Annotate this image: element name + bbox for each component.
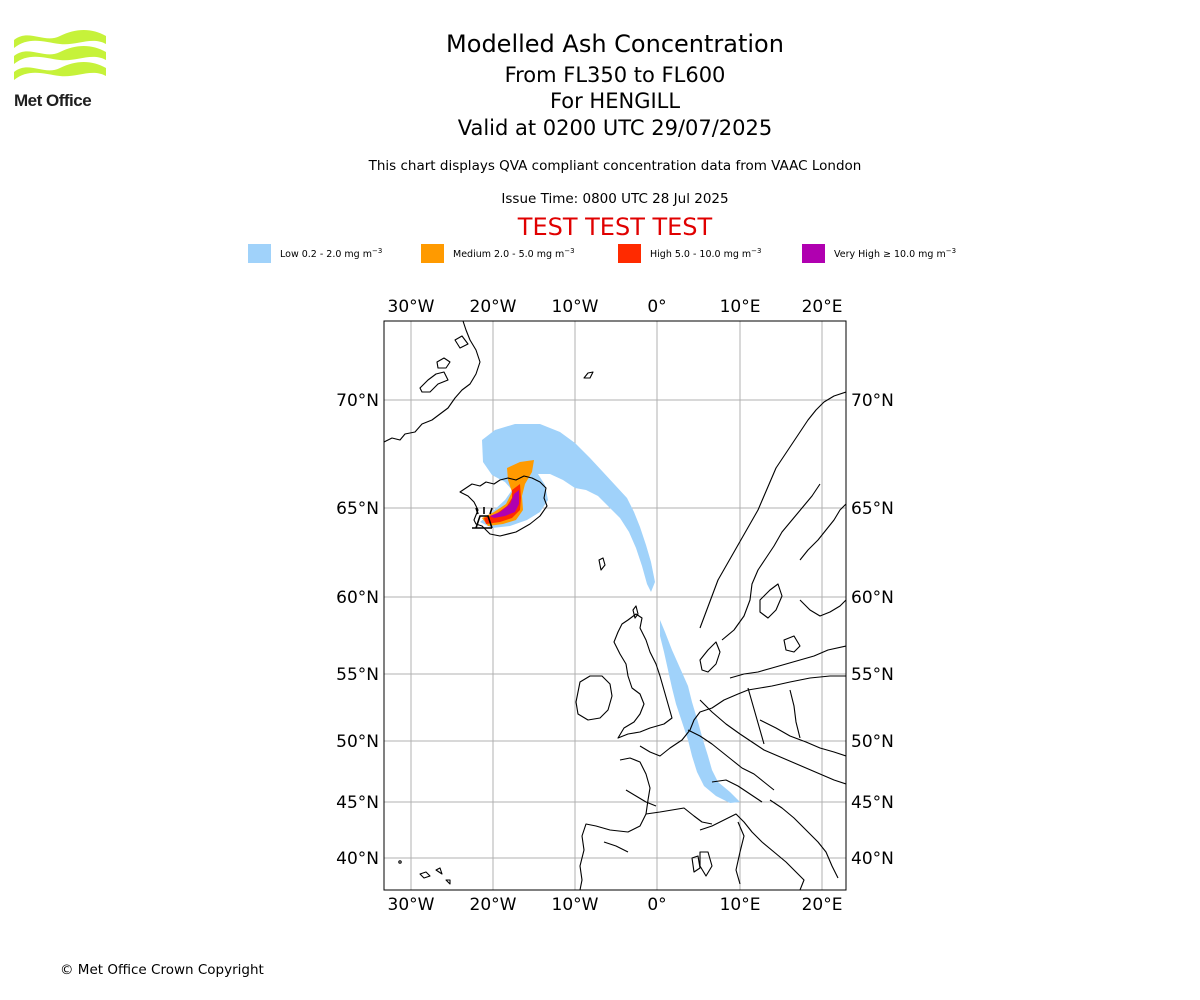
lat-label: 60°N xyxy=(851,588,894,608)
coastlines xyxy=(384,321,846,890)
issue-time: Issue Time: 0800 UTC 28 Jul 2025 xyxy=(501,191,729,207)
met-office-logo: Met Office xyxy=(14,30,106,112)
volcano-name: For HENGILL xyxy=(549,89,681,113)
lat-label: 65°N xyxy=(851,499,894,519)
ash-area-medium xyxy=(482,460,534,526)
logo-text: Met Office xyxy=(14,91,92,110)
lon-label: 0° xyxy=(647,895,666,915)
lat-label: 70°N xyxy=(336,391,379,411)
lon-labels-top: 30°W 20°W 10°W 0° 10°E 20°E xyxy=(388,297,843,317)
map-gridlines xyxy=(384,321,846,890)
lat-label: 55°N xyxy=(336,665,379,685)
lat-label: 50°N xyxy=(336,732,379,752)
lon-label: 0° xyxy=(647,297,666,317)
chart-title: Modelled Ash Concentration xyxy=(446,30,784,58)
lat-label: 40°N xyxy=(336,849,379,869)
lon-label: 10°E xyxy=(720,297,761,317)
lon-label: 20°W xyxy=(470,297,517,317)
lon-label: 10°E xyxy=(720,895,761,915)
map-frame xyxy=(383,320,847,891)
ash-area-low-south xyxy=(660,620,740,803)
ash-area-high xyxy=(484,484,521,524)
hengill-volcano-icon xyxy=(472,507,493,529)
lon-label: 20°W xyxy=(470,895,517,915)
map-background xyxy=(384,321,846,890)
legend-swatch-high xyxy=(618,244,641,263)
lat-label: 60°N xyxy=(336,588,379,608)
lon-label: 20°E xyxy=(802,895,843,915)
valid-time: Valid at 0200 UTC 29/07/2025 xyxy=(457,116,773,140)
lon-label: 10°W xyxy=(552,297,599,317)
test-banner: TEST TEST TEST xyxy=(517,213,713,241)
lon-label: 10°W xyxy=(552,895,599,915)
lon-label: 30°W xyxy=(388,895,435,915)
lat-labels-right: 70°N 65°N 60°N 55°N 50°N 45°N 40°N xyxy=(851,391,894,869)
ash-area-very-high xyxy=(490,490,519,518)
lat-label: 45°N xyxy=(851,793,894,813)
lon-label: 20°E xyxy=(802,297,843,317)
lat-label: 40°N xyxy=(851,849,894,869)
legend-swatch-very-high xyxy=(802,244,825,263)
lat-label: 50°N xyxy=(851,732,894,752)
flight-level-range: From FL350 to FL600 xyxy=(504,63,726,87)
legend-label-low: Low 0.2 - 2.0 mg m xyxy=(280,249,372,261)
copyright-notice: © Met Office Crown Copyright xyxy=(60,962,264,978)
legend-swatch-medium xyxy=(421,244,444,263)
lon-label: 30°W xyxy=(388,297,435,317)
lon-labels-bottom: 30°W 20°W 10°W 0° 10°E 20°E xyxy=(388,895,843,915)
lat-labels-left: 70°N 65°N 60°N 55°N 50°N 45°N 40°N xyxy=(336,391,379,869)
lat-label: 45°N xyxy=(336,793,379,813)
chart-description: This chart displays QVA compliant concen… xyxy=(368,158,862,174)
legend-swatch-low xyxy=(248,244,271,263)
lat-label: 65°N xyxy=(336,499,379,519)
lat-label: 55°N xyxy=(851,665,894,685)
legend-label-very-high: Very High ≥ 10.0 mg m xyxy=(834,249,946,261)
wave-logo-icon xyxy=(14,30,106,80)
legend-label-high: High 5.0 - 10.0 mg m xyxy=(650,249,752,261)
legend-label-medium: Medium 2.0 - 5.0 mg m xyxy=(453,249,565,261)
lat-label: 70°N xyxy=(851,391,894,411)
